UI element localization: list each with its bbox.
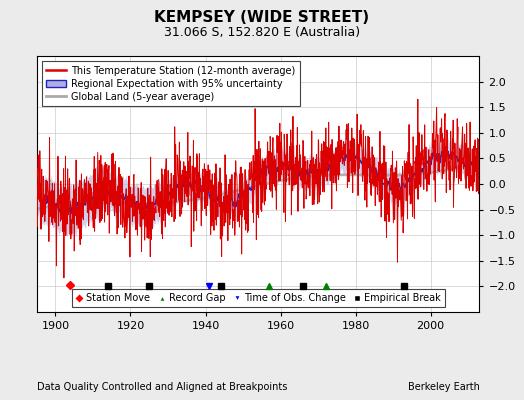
Text: Berkeley Earth: Berkeley Earth xyxy=(408,382,479,392)
Text: Data Quality Controlled and Aligned at Breakpoints: Data Quality Controlled and Aligned at B… xyxy=(37,382,287,392)
Text: KEMPSEY (WIDE STREET): KEMPSEY (WIDE STREET) xyxy=(155,10,369,25)
Legend: Station Move, Record Gap, Time of Obs. Change, Empirical Break: Station Move, Record Gap, Time of Obs. C… xyxy=(71,289,445,307)
Text: 31.066 S, 152.820 E (Australia): 31.066 S, 152.820 E (Australia) xyxy=(164,26,360,39)
